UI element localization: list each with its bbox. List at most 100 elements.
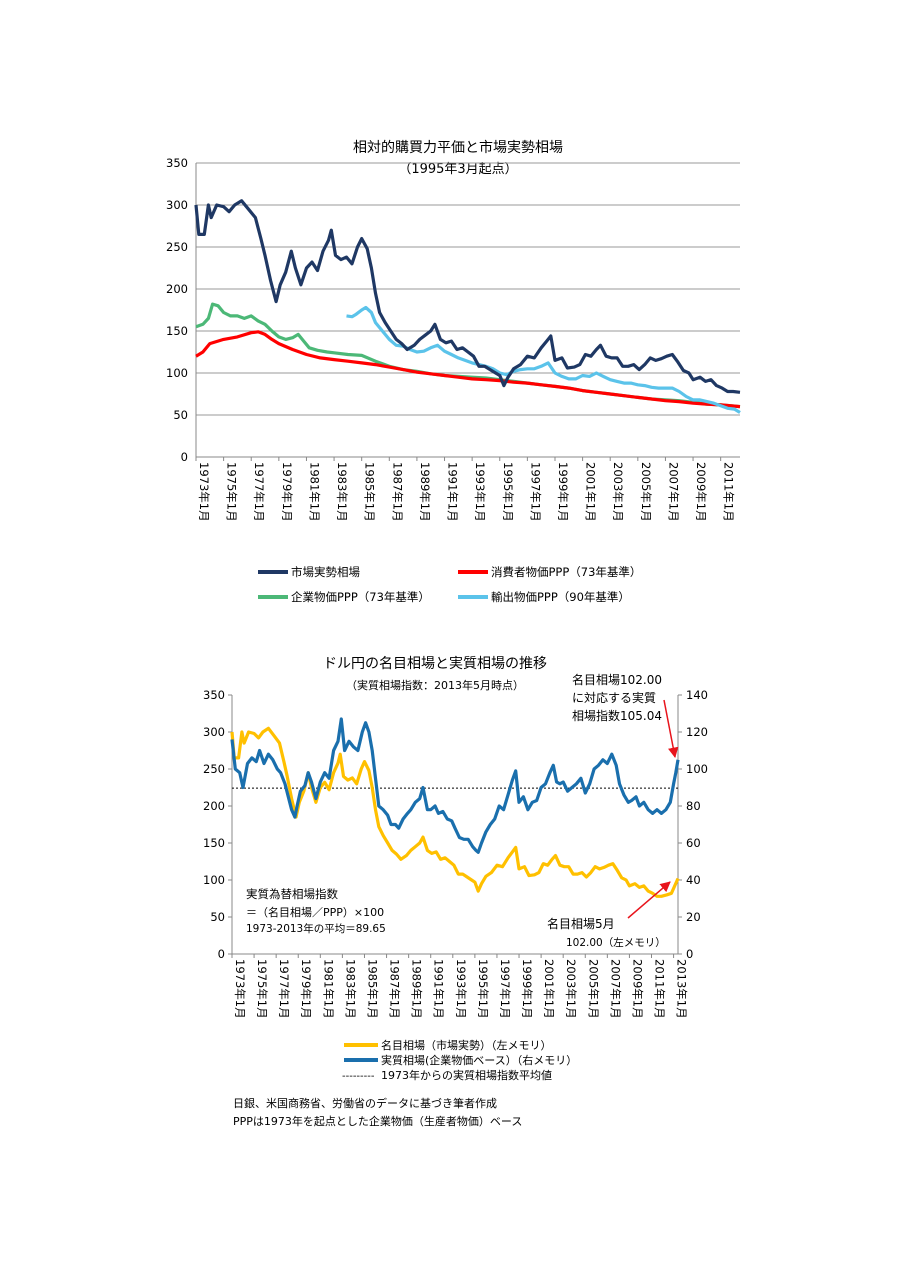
chart-1-plot (194, 199, 741, 414)
x-tick-label: 2007年1月 (608, 959, 622, 1019)
chart-1-title: 相対的購買力平価と市場実勢相場 (353, 139, 563, 156)
x-tick-label: 2001年1月 (542, 959, 556, 1019)
x-tick-label: 1991年1月 (446, 462, 460, 522)
series-line (194, 199, 741, 394)
x-tick-label: 1995年1月 (476, 959, 490, 1019)
chart-2-title: ドル円の名目相場と実質相場の推移 (323, 656, 547, 672)
legend-dash-marker: --------- (342, 1071, 375, 1082)
x-tick-label: 1987年1月 (388, 959, 402, 1019)
legend-item: 名目相場（市場実勢）（左メモリ） (344, 1038, 552, 1052)
y2-tick-label: 120 (686, 725, 708, 739)
legend-item: 企業物価PPP（73年基準） (258, 590, 430, 604)
y2-tick-label: 100 (686, 762, 708, 776)
x-tick-label: 1995年1月 (501, 462, 515, 522)
series-line (230, 717, 680, 854)
legend-label: 輸出物価PPP（90年基準） (491, 590, 630, 604)
x-tick-label: 2013年1月 (675, 959, 689, 1019)
x-tick-label: 2005年1月 (586, 959, 600, 1019)
callout-top-line-3: 相場指数105.04 (572, 708, 662, 723)
definition-line-2: ＝（名目相場／PPP）×100 (246, 905, 384, 919)
chart-1-subtitle: （1995年3月起点） (398, 162, 517, 177)
chart-1-legend: 市場実勢相場 消費者物価PPP（73年基準） 企業物価PPP（73年基準） 輸出… (258, 565, 641, 604)
chart-2-left-y-axis: 0 50 100 150 200 250 300 350 (203, 688, 232, 961)
x-tick-label: 2011年1月 (653, 959, 667, 1019)
callout-top-line-2: に対応する実質 (572, 690, 656, 705)
x-tick-label: 1981年1月 (307, 462, 321, 522)
y-tick-label: 200 (166, 282, 188, 296)
x-tick-label: 1979年1月 (280, 462, 294, 522)
chart-1-gridlines (196, 162, 740, 416)
x-tick-label: 1997年1月 (528, 462, 542, 522)
chart-2: ドル円の名目相場と実質相場の推移 （実質相場指数：2013年5月時点） 0 50 1… (203, 656, 708, 1082)
x-tick-label: 2003年1月 (611, 462, 625, 522)
chart-1: 相対的購買力平価と市場実勢相場 （1995年3月起点） 0 50 100 150 200… (166, 139, 741, 604)
x-tick-label: 1989年1月 (418, 462, 432, 522)
x-tick-label: 2007年1月 (666, 462, 680, 522)
x-tick-label: 1973年1月 (233, 959, 247, 1019)
legend-label: 消費者物価PPP（73年基準） (491, 565, 641, 579)
legend-item: 実質相場(企業物価ベース）（右メモリ） (344, 1053, 577, 1067)
x-tick-label: 1975年1月 (255, 959, 269, 1019)
y2-tick-label: 140 (686, 688, 708, 702)
y2-tick-label: 0 (686, 947, 693, 961)
y2-tick-label: 80 (686, 799, 701, 813)
chart-2-subtitle: （実質相場指数：2013年5月時点） (346, 678, 524, 692)
callout-top-arrow (663, 699, 679, 759)
source-note-2: PPPは1973年を起点とした企業物価（生産者物価）ベース (233, 1115, 523, 1128)
definition-line-3: 1973-2013年の平均＝89.65 (246, 922, 386, 935)
y-tick-label: 100 (203, 873, 225, 887)
x-tick-label: 1981年1月 (321, 959, 335, 1019)
chart-2-right-y-axis: 0 20 40 60 80 100 120 140 (678, 688, 708, 961)
chart-2-x-axis: 1973年1月 1975年1月 1977年1月 1979年1月 1981年1月 1983年… (231, 954, 689, 1019)
y-tick-label: 150 (203, 836, 225, 850)
y-tick-label: 150 (166, 324, 188, 338)
x-tick-label: 2011年1月 (722, 462, 736, 522)
y2-tick-label: 60 (686, 836, 701, 850)
x-tick-label: 1991年1月 (432, 959, 446, 1019)
series-line (195, 302, 741, 409)
x-tick-label: 1977年1月 (252, 462, 266, 522)
callout-bottom-line-2: 102.00（左メモリ） (566, 936, 666, 949)
x-tick-label: 1985年1月 (365, 959, 379, 1019)
x-tick-label: 1989年1月 (410, 959, 424, 1019)
x-tick-label: 1987年1月 (390, 462, 404, 522)
x-tick-label: 1973年1月 (197, 462, 211, 522)
x-tick-label: 1993年1月 (454, 959, 468, 1019)
y2-tick-label: 20 (686, 910, 701, 924)
legend-label: 実質相場(企業物価ベース）（右メモリ） (381, 1053, 577, 1067)
callout-bottom-line-1: 名目相場5月 (547, 916, 615, 931)
y-tick-label: 350 (166, 156, 188, 170)
x-tick-label: 1999年1月 (520, 959, 534, 1019)
x-tick-label: 1985年1月 (363, 462, 377, 522)
callout-bottom-arrow (627, 881, 671, 919)
definition-box (240, 880, 416, 936)
x-tick-label: 2001年1月 (584, 462, 598, 522)
y-tick-label: 300 (166, 198, 188, 212)
x-tick-label: 2009年1月 (694, 462, 708, 522)
y-tick-label: 50 (210, 910, 225, 924)
legend-label: 1973年からの実質相場指数平均値 (381, 1068, 552, 1082)
y2-tick-label: 40 (686, 873, 701, 887)
legend-item: 市場実勢相場 (258, 565, 360, 579)
legend-label: 名目相場（市場実勢）（左メモリ） (381, 1038, 552, 1052)
y-tick-label: 100 (166, 366, 188, 380)
legend-item: 輸出物価PPP（90年基準） (458, 590, 630, 604)
legend-label: 企業物価PPP（73年基準） (291, 590, 430, 604)
y-tick-label: 0 (181, 450, 188, 464)
callout-top-line-1: 名目相場102.00 (572, 672, 662, 687)
x-tick-label: 1975年1月 (225, 462, 239, 522)
series-line (346, 305, 741, 414)
x-tick-label: 1979年1月 (299, 959, 313, 1019)
y-tick-label: 0 (218, 947, 225, 961)
series-line (195, 330, 741, 409)
legend-label: 市場実勢相場 (291, 565, 360, 579)
x-tick-label: 1977年1月 (277, 959, 291, 1019)
chart-1-x-axis: 1973年1月 1975年1月 1977年1月 1979年1月 1981年1月 1983年… (195, 457, 736, 522)
y-tick-label: 250 (203, 762, 225, 776)
x-tick-label: 2005年1月 (639, 462, 653, 522)
chart-2-legend: 名目相場（市場実勢）（左メモリ） 実質相場(企業物価ベース）（右メモリ） ---… (342, 1038, 577, 1082)
y-tick-label: 350 (203, 688, 225, 702)
y-tick-label: 50 (173, 408, 188, 422)
legend-item: 消費者物価PPP（73年基準） (458, 565, 641, 579)
